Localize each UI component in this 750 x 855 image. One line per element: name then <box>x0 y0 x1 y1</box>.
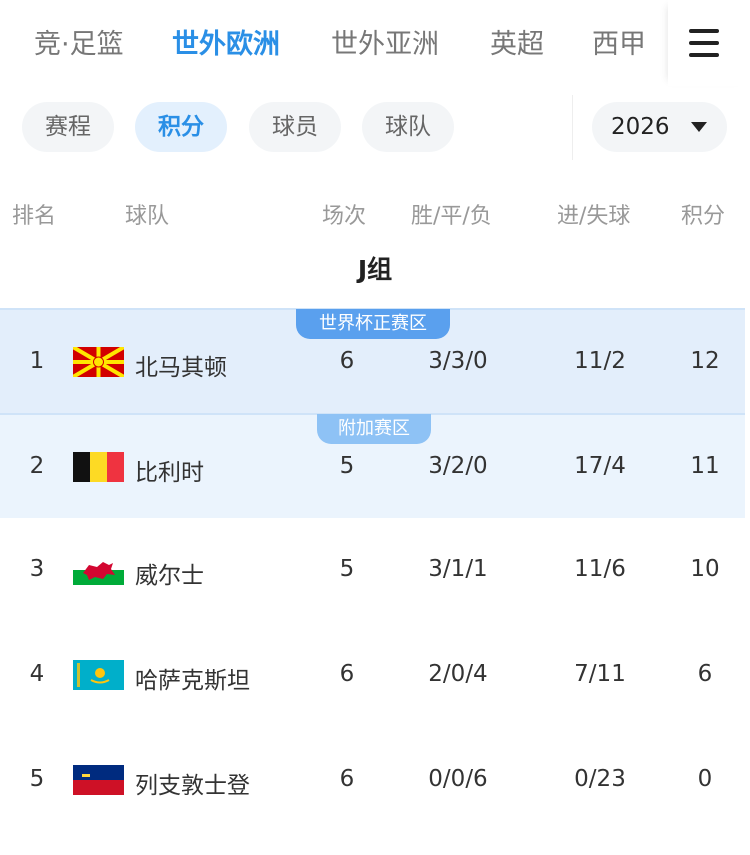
season-select[interactable]: 2026 <box>592 102 727 152</box>
season-value: 2026 <box>611 114 670 140</box>
points: 10 <box>690 556 720 582</box>
win-draw-loss: 3/1/1 <box>428 556 488 582</box>
tab-jingzu[interactable]: 竞·足篮 <box>34 29 124 60</box>
tab-premier-league[interactable]: 英超 <box>490 29 544 60</box>
played: 6 <box>339 661 355 687</box>
filter-schedule[interactable]: 赛程 <box>22 102 114 152</box>
played: 6 <box>339 348 355 374</box>
rank: 1 <box>29 348 45 374</box>
rank: 2 <box>29 453 45 479</box>
goals: 11/6 <box>574 556 626 582</box>
played: 5 <box>339 556 355 582</box>
team-name[interactable]: 北马其顿 <box>135 355 227 381</box>
win-draw-loss: 0/0/6 <box>428 766 488 792</box>
goals: 11/2 <box>574 348 626 374</box>
points: 11 <box>690 453 720 479</box>
rank: 3 <box>29 556 45 582</box>
liechtenstein-flag-icon <box>73 765 124 795</box>
points: 6 <box>697 661 713 687</box>
points: 12 <box>690 348 720 374</box>
zone-badge-playoff: 附加赛区 <box>317 414 431 444</box>
dropdown-arrow-icon <box>691 122 707 132</box>
team-name[interactable]: 列支敦士登 <box>135 773 250 799</box>
north-macedonia-flag-icon <box>71 345 126 379</box>
table-row[interactable]: 5 列支敦士登 6 0/0/6 0/23 0 <box>0 728 745 833</box>
header-rank: 排名 <box>12 204 57 229</box>
goals: 7/11 <box>574 661 626 687</box>
hamburger-icon[interactable] <box>668 0 750 86</box>
filter-teams[interactable]: 球队 <box>362 102 454 152</box>
table-row[interactable]: 3 威尔士 5 3/1/1 11/6 10 <box>0 518 745 623</box>
belgium-flag-icon <box>73 452 124 482</box>
goals: 17/4 <box>574 453 626 479</box>
tab-wc-qual-asia[interactable]: 世外亚洲 <box>331 29 439 60</box>
header-team: 球队 <box>125 204 170 229</box>
rank: 5 <box>29 766 45 792</box>
header-goals: 进/失球 <box>557 204 631 229</box>
wales-flag-icon <box>73 555 124 585</box>
zone-badge-direct: 世界杯正赛区 <box>296 309 450 339</box>
win-draw-loss: 3/2/0 <box>428 453 488 479</box>
group-title: J组 <box>357 255 393 284</box>
table-row[interactable]: 世界杯正赛区 1 北马其顿 6 3/3/0 11/2 12 <box>0 308 745 413</box>
filter-standings[interactable]: 积分 <box>135 102 227 152</box>
header-played: 场次 <box>322 204 367 229</box>
table-row[interactable]: 附加赛区 2 比利时 5 3/2/0 17/4 11 <box>0 413 745 518</box>
tab-la-liga[interactable]: 西甲 <box>592 29 646 60</box>
header-wdl: 胜/平/负 <box>411 204 492 229</box>
divider <box>572 95 573 160</box>
league-tabs: 竞·足篮 世外欧洲 世外亚洲 英超 西甲 <box>0 0 750 86</box>
points: 0 <box>697 766 713 792</box>
team-name[interactable]: 威尔士 <box>135 563 204 589</box>
filter-players[interactable]: 球员 <box>249 102 341 152</box>
rank: 4 <box>29 661 45 687</box>
header-points: 积分 <box>681 204 726 229</box>
tab-wc-qual-europe[interactable]: 世外欧洲 <box>172 29 280 60</box>
win-draw-loss: 3/3/0 <box>428 348 488 374</box>
win-draw-loss: 2/0/4 <box>428 661 488 687</box>
team-name[interactable]: 比利时 <box>135 460 204 486</box>
played: 6 <box>339 766 355 792</box>
goals: 0/23 <box>574 766 626 792</box>
table-row[interactable]: 4 哈萨克斯坦 6 2/0/4 7/11 6 <box>0 623 745 728</box>
played: 5 <box>339 453 355 479</box>
kazakhstan-flag-icon <box>73 660 124 690</box>
team-name[interactable]: 哈萨克斯坦 <box>135 668 250 694</box>
